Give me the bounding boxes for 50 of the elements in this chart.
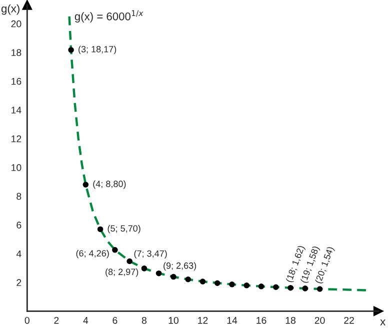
x-tick-label: 14 xyxy=(227,317,238,324)
data-label: (3; 18,17) xyxy=(78,46,116,54)
point xyxy=(272,284,279,290)
point xyxy=(82,182,89,188)
point xyxy=(244,282,250,288)
point xyxy=(316,286,323,292)
x-tick-label: 2 xyxy=(54,316,59,324)
y-axis-title: g(x) xyxy=(1,4,20,15)
x-tick-label: 18 xyxy=(286,316,296,324)
y-tick-label: 4 xyxy=(16,250,22,258)
point xyxy=(141,266,148,272)
point xyxy=(214,280,220,286)
point xyxy=(170,274,176,280)
point xyxy=(156,270,162,276)
data-label: (7; 3,47) xyxy=(134,250,167,259)
point xyxy=(112,247,118,253)
data-label: (8; 2,97) xyxy=(106,268,138,277)
x-tick-label: 16 xyxy=(256,316,266,324)
series-label: g(x) = 6000$^{1/x}$ xyxy=(74,10,144,23)
point xyxy=(200,278,206,284)
data-label: (5; 5,70) xyxy=(108,225,140,234)
y-tick-label: 18 xyxy=(12,49,22,56)
x-tick-label: 8 xyxy=(142,316,146,324)
point xyxy=(302,286,308,292)
point xyxy=(68,47,74,53)
data-label: (4; 8,80) xyxy=(93,180,126,189)
x-tick-label: 12 xyxy=(198,316,208,324)
y-tick-label: 8 xyxy=(16,192,22,200)
x-tick-label: 6 xyxy=(112,316,118,324)
y-tick-label: 12 xyxy=(12,135,22,142)
point xyxy=(185,276,191,282)
point xyxy=(126,258,132,264)
y-tick-label: 6 xyxy=(16,222,22,229)
data-label: (9; 2,63) xyxy=(164,262,196,271)
x-axis-title: x xyxy=(380,319,386,326)
x-tick-label: 4 xyxy=(83,317,88,324)
y-tick-label: 14 xyxy=(12,106,22,114)
x-tick-label: 22 xyxy=(344,316,354,324)
y-tick-label: 10 xyxy=(12,164,22,172)
y-tick-label: 20 xyxy=(11,20,22,28)
point xyxy=(97,226,104,232)
x-tick-label: 20 xyxy=(314,316,325,324)
data-label: (6; 4,26) xyxy=(76,250,109,258)
x-tick-label: 10 xyxy=(168,316,178,324)
point xyxy=(258,284,264,290)
x-tick-label: 0 xyxy=(24,316,30,324)
point xyxy=(288,284,294,291)
y-tick-label: 2 xyxy=(16,279,22,286)
point xyxy=(229,282,235,288)
y-tick-label: 16 xyxy=(12,78,22,85)
